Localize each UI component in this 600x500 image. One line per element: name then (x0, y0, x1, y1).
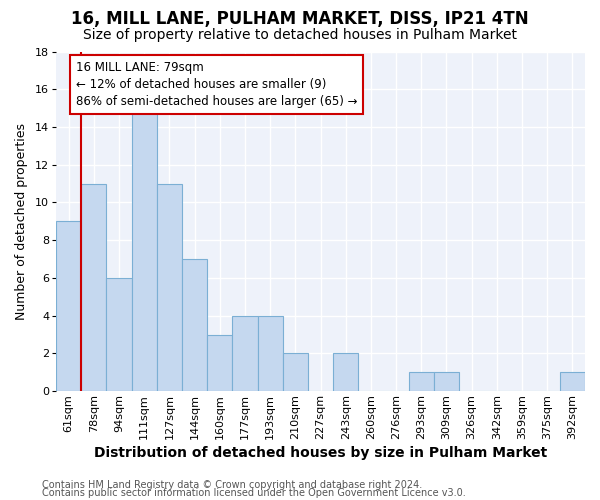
Text: 16, MILL LANE, PULHAM MARKET, DISS, IP21 4TN: 16, MILL LANE, PULHAM MARKET, DISS, IP21… (71, 10, 529, 28)
Bar (434, 372, 459, 391)
Text: 16 MILL LANE: 79sqm
← 12% of detached houses are smaller (9)
86% of semi-detache: 16 MILL LANE: 79sqm ← 12% of detached ho… (76, 61, 357, 108)
Y-axis label: Number of detached properties: Number of detached properties (15, 123, 28, 320)
Bar (106, 278, 131, 391)
Text: Contains HM Land Registry data © Crown copyright and database right 2024.: Contains HM Land Registry data © Crown c… (42, 480, 422, 490)
Bar (157, 184, 182, 391)
X-axis label: Distribution of detached houses by size in Pulham Market: Distribution of detached houses by size … (94, 446, 547, 460)
Bar (81, 184, 106, 391)
Text: Contains public sector information licensed under the Open Government Licence v3: Contains public sector information licen… (42, 488, 466, 498)
Bar (283, 354, 308, 391)
Bar (560, 372, 585, 391)
Bar (257, 316, 283, 391)
Text: Size of property relative to detached houses in Pulham Market: Size of property relative to detached ho… (83, 28, 517, 42)
Bar (333, 354, 358, 391)
Bar (409, 372, 434, 391)
Bar (131, 108, 157, 391)
Bar (56, 222, 81, 391)
Bar (207, 334, 232, 391)
Bar (182, 259, 207, 391)
Bar (232, 316, 257, 391)
